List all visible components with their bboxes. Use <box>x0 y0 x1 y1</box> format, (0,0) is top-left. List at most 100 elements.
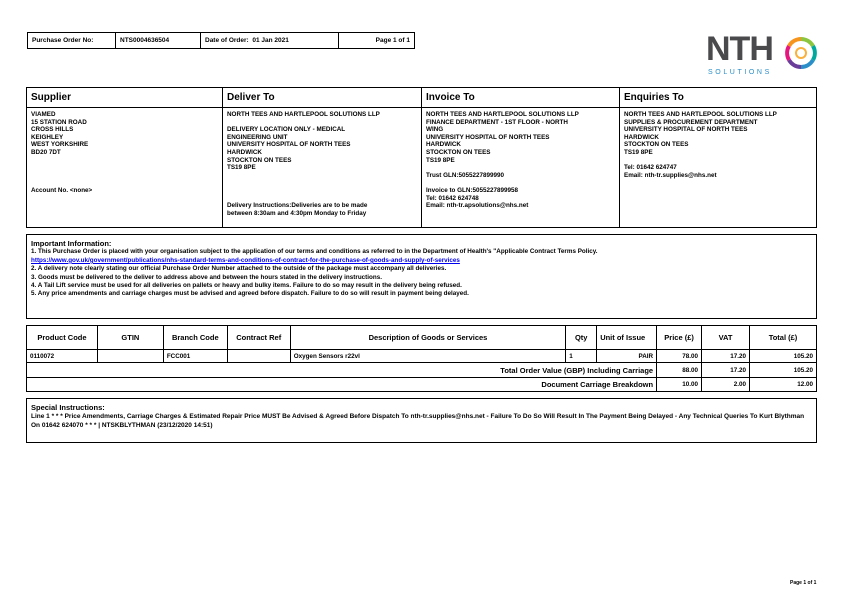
deliver-line: Delivery Instructions:Deliveries are to … <box>227 202 368 210</box>
supplier-address: VIAMED 15 STATION ROAD CROSS HILLS KEIGHLEY… <box>27 108 222 198</box>
invoice-line: Tel: 01642 624748 <box>426 194 479 202</box>
col-total: Total (£) <box>749 325 817 350</box>
enquiries-to-column: Enquiries To NORTH TEES AND HARTLEPOOL S… <box>620 88 816 227</box>
order-date-label: Date of Order: <box>205 37 249 44</box>
cell-branch-code: FCC001 <box>162 349 228 363</box>
table-row: 0110072 FCC001 Oxygen Sensors r22vl 1 PA… <box>26 349 817 363</box>
deliver-to-address: NORTH TEES AND HARTLEPOOL SOLUTIONS LLP D… <box>223 108 421 220</box>
info-line-2: 2. A delivery note clearly stating our o… <box>31 265 447 273</box>
carriage-price: 10.00 <box>656 377 703 392</box>
important-heading: Important Information: <box>31 239 112 248</box>
deliver-to-heading: Deliver To <box>223 88 421 108</box>
cell-description: Oxygen Sensors r22vl <box>289 349 567 363</box>
col-contract-ref: Contract Ref <box>226 325 291 350</box>
enquiries-line: UNIVERSITY HOSPITAL OF NORTH TEES <box>624 126 748 134</box>
info-line-3: 3. Goods must be delivered to the delive… <box>31 273 382 281</box>
invoice-line: STOCKTON ON TEES <box>426 148 491 156</box>
total-order-value-label: Total Order Value (GBP) Including Carria… <box>25 362 658 378</box>
address-section: Supplier VIAMED 15 STATION ROAD CROSS HILL… <box>26 87 817 228</box>
important-information: Important Information: 1. This Purchase … <box>26 234 817 319</box>
deliver-line: STOCKTON ON TEES <box>227 156 292 164</box>
supplier-line: VIAMED <box>31 111 56 118</box>
order-date-value: 01 Jan 2021 <box>252 37 289 44</box>
info-line-5: 5. Any price amendments and carriage cha… <box>31 290 469 298</box>
cell-contract-ref <box>226 349 291 363</box>
enquiries-to-address: NORTH TEES AND HARTLEPOOL SOLUTIONS LLP S… <box>620 108 816 182</box>
cell-product-code: 0110072 <box>26 349 98 363</box>
terms-link[interactable]: https://www.gov.uk/government/publicatio… <box>31 256 460 264</box>
supplier-line <box>31 179 218 187</box>
special-instructions: Special Instructions: Line 1 * * * Price… <box>26 398 817 443</box>
supplier-line: BD20 7DT <box>31 148 61 156</box>
supplier-heading: Supplier <box>27 88 222 108</box>
carriage-vat: 2.00 <box>701 377 750 392</box>
deliver-line <box>227 187 417 195</box>
cell-gtin <box>96 349 164 363</box>
col-branch-code: Branch Code <box>162 325 228 350</box>
carriage-breakdown-row: Document Carriage Breakdown 10.00 2.00 1… <box>25 377 817 392</box>
order-lines-table: Product Code GTIN Branch Code Contract R… <box>25 325 817 392</box>
order-date: Date of Order: 01 Jan 2021 <box>200 32 339 49</box>
enquiries-line: SUPPLIES & PROCUREMENT DEPARTMENT <box>624 118 758 126</box>
deliver-line <box>227 119 417 127</box>
deliver-line <box>227 179 417 187</box>
invoice-line: TS19 8PE <box>426 156 455 164</box>
logo-text: NTH <box>706 30 774 68</box>
invoice-line: UNIVERSITY HOSPITAL OF NORTH TEES <box>426 133 550 141</box>
invoice-line: HARDWICK <box>426 141 461 149</box>
table-header-row: Product Code GTIN Branch Code Contract R… <box>26 325 817 350</box>
page-indicator: Page 1 of 1 <box>338 32 415 49</box>
info-line-1: 1. This Purchase Order is placed with yo… <box>31 248 598 256</box>
cell-price: 78.00 <box>656 349 703 363</box>
col-product-code: Product Code <box>26 325 98 350</box>
invoice-to-heading: Invoice To <box>422 88 619 108</box>
footer-page-number: Page 1 of 1 <box>790 580 817 586</box>
supplier-line: Account No. <none> <box>31 186 93 194</box>
carriage-breakdown-label: Document Carriage Breakdown <box>25 377 658 392</box>
po-number-label: Purchase Order No: <box>27 32 116 49</box>
supplier-line <box>31 164 218 172</box>
invoice-line: WING <box>426 126 444 134</box>
col-price: Price (£) <box>656 325 703 350</box>
invoice-line: Invoice to GLN:5055227899958 <box>426 186 519 194</box>
cell-qty: 1 <box>565 349 598 363</box>
info-line-4: 4. A Tail Lift service must be used for … <box>31 282 462 290</box>
col-qty: Qty <box>565 325 598 350</box>
deliver-line: between 8:30am and 4:30pm Monday to Frid… <box>227 209 367 217</box>
cell-unit: PAIR <box>596 349 658 363</box>
invoice-line: FINANCE DEPARTMENT - 1ST FLOOR - NORTH <box>426 118 568 126</box>
supplier-line <box>31 157 218 165</box>
cell-vat: 17.20 <box>701 349 750 363</box>
invoice-line: Trust GLN:5055227899990 <box>426 171 505 179</box>
total-price: 88.00 <box>656 362 703 378</box>
invoice-line <box>426 179 615 187</box>
enquiries-line: HARDWICK <box>624 133 659 141</box>
total-vat: 17.20 <box>701 362 750 378</box>
invoice-line <box>426 164 615 172</box>
po-number: NTS0004636504 <box>115 32 201 49</box>
invoice-to-address: NORTH TEES AND HARTLEPOOL SOLUTIONS LLP F… <box>422 108 619 213</box>
supplier-line: KEIGHLEY <box>31 133 64 141</box>
deliver-to-column: Deliver To NORTH TEES AND HARTLEPOOL SOL… <box>223 88 422 227</box>
supplier-line: WEST YORKSHIRE <box>31 141 89 149</box>
deliver-line <box>227 172 417 180</box>
enquiries-line: STOCKTON ON TEES <box>624 141 689 149</box>
enquiries-line: Email: nth-tr.supplies@nhs.net <box>624 171 717 179</box>
col-gtin: GTIN <box>96 325 164 350</box>
supplier-line: 15 STATION ROAD <box>31 118 87 126</box>
nth-solutions-logo: NTH SOLUTIONS <box>706 30 817 80</box>
supplier-line: CROSS HILLS <box>31 126 74 134</box>
col-unit-of-issue: Unit of Issue <box>596 325 658 350</box>
deliver-line <box>227 195 417 203</box>
deliver-line: TS19 8PE <box>227 164 256 172</box>
logo-subtext: SOLUTIONS <box>708 69 772 76</box>
deliver-line: HARDWICK <box>227 148 262 156</box>
enquiries-line: TS19 8PE <box>624 148 653 156</box>
deliver-line: DELIVERY LOCATION ONLY - MEDICAL <box>227 126 346 134</box>
deliver-line: ENGINEERING UNIT <box>227 133 288 141</box>
col-description: Description of Goods or Services <box>289 325 567 350</box>
invoice-line: NORTH TEES AND HARTLEPOOL SOLUTIONS LLP <box>426 111 579 118</box>
swirl-logo-icon <box>785 37 817 69</box>
enquiries-to-heading: Enquiries To <box>620 88 816 108</box>
deliver-line: NORTH TEES AND HARTLEPOOL SOLUTIONS LLP <box>227 111 380 118</box>
